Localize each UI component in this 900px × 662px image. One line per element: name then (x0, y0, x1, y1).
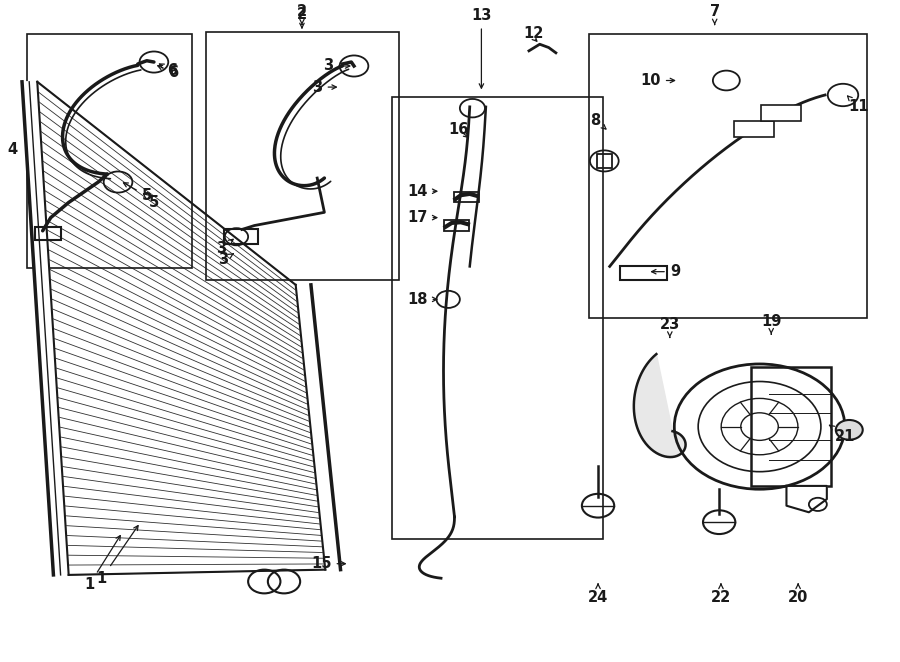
Bar (734, 120, 774, 136)
Bar (597, 154, 611, 167)
Text: 16: 16 (449, 122, 469, 138)
Text: 2: 2 (297, 7, 307, 28)
Text: 8: 8 (590, 113, 606, 129)
Bar (620, 266, 667, 279)
Text: 24: 24 (588, 584, 608, 606)
Bar (26, 34, 193, 268)
Text: 11: 11 (848, 96, 868, 115)
Text: 4: 4 (7, 142, 17, 157)
Polygon shape (787, 486, 827, 512)
Text: 6: 6 (159, 63, 177, 78)
Text: 12: 12 (523, 26, 544, 40)
Text: 18: 18 (407, 292, 436, 307)
Text: 20: 20 (788, 584, 808, 606)
Polygon shape (296, 285, 340, 569)
Text: 17: 17 (407, 210, 436, 225)
Text: 9: 9 (652, 264, 680, 279)
Text: 21: 21 (830, 425, 855, 444)
Text: 5: 5 (143, 194, 159, 210)
Text: 5: 5 (123, 183, 152, 203)
Text: 3: 3 (218, 252, 233, 267)
Text: 15: 15 (311, 556, 346, 571)
Text: 22: 22 (711, 584, 731, 606)
Bar (590, 34, 868, 318)
Text: 3: 3 (216, 239, 233, 256)
Text: 10: 10 (640, 73, 675, 88)
Circle shape (836, 420, 863, 440)
Text: 1: 1 (97, 526, 138, 586)
Text: 23: 23 (660, 317, 680, 338)
Bar (761, 105, 801, 120)
Text: 3: 3 (323, 58, 350, 73)
Bar (454, 192, 479, 203)
Text: 7: 7 (709, 4, 720, 24)
Bar (35, 227, 60, 240)
Text: 2: 2 (297, 4, 307, 24)
Bar (751, 367, 832, 486)
Bar (444, 220, 469, 231)
Bar (224, 230, 258, 244)
Bar (206, 32, 399, 279)
Text: 14: 14 (407, 184, 436, 199)
Text: 3: 3 (312, 79, 337, 95)
Polygon shape (634, 354, 686, 457)
Text: 19: 19 (761, 314, 781, 334)
Text: 6: 6 (158, 65, 179, 80)
Bar (392, 97, 602, 539)
Polygon shape (22, 82, 68, 575)
Text: 13: 13 (472, 9, 491, 88)
Text: 1: 1 (85, 536, 121, 592)
